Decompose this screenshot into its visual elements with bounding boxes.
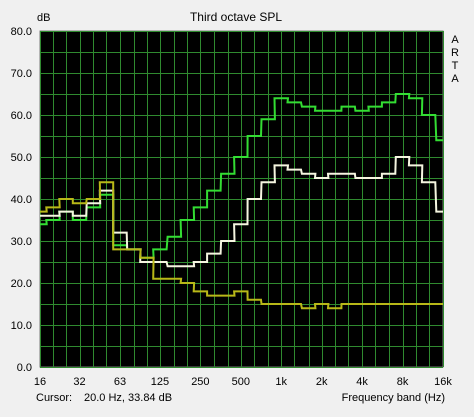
watermark-letter-3: A — [451, 73, 459, 85]
x-tick-label-6: 1k — [275, 376, 287, 388]
x-tick-label-2: 63 — [114, 376, 126, 388]
y-tick-label-8: 80.0 — [11, 26, 32, 38]
y-tick-label-3: 30.0 — [11, 236, 32, 248]
watermark-letter-2: T — [452, 60, 459, 72]
y-tick-label-6: 60.0 — [11, 110, 32, 122]
cursor-label: Cursor: — [36, 392, 72, 404]
x-axis-label: Frequency band (Hz) — [342, 392, 445, 404]
y-tick-label-4: 40.0 — [11, 194, 32, 206]
x-tick-label-10: 16k — [434, 376, 452, 388]
y-tick-label-2: 20.0 — [11, 278, 32, 290]
x-tick-label-8: 4k — [356, 376, 368, 388]
y-axis-label: dB — [37, 12, 50, 24]
x-tick-label-7: 2k — [316, 376, 328, 388]
y-tick-label-0: 0.0 — [17, 362, 32, 374]
y-tick-label-1: 10.0 — [11, 320, 32, 332]
series-line-0 — [40, 93, 443, 259]
series-line-2 — [40, 181, 443, 310]
x-tick-label-0: 16 — [34, 376, 46, 388]
watermark-letter-1: R — [451, 47, 459, 59]
x-tick-label-1: 32 — [73, 376, 85, 388]
x-tick-label-3: 125 — [151, 376, 169, 388]
x-tick-label-9: 8k — [397, 376, 409, 388]
y-tick-label-5: 50.0 — [11, 152, 32, 164]
series-line-1 — [40, 156, 443, 268]
x-tick-label-5: 500 — [232, 376, 250, 388]
y-tick-label-7: 70.0 — [11, 68, 32, 80]
chart-title: Third octave SPL — [190, 10, 282, 24]
cursor-readout: 20.0 Hz, 33.84 dB — [84, 392, 172, 404]
x-tick-label-4: 250 — [191, 376, 209, 388]
watermark-letter-0: A — [451, 34, 459, 46]
